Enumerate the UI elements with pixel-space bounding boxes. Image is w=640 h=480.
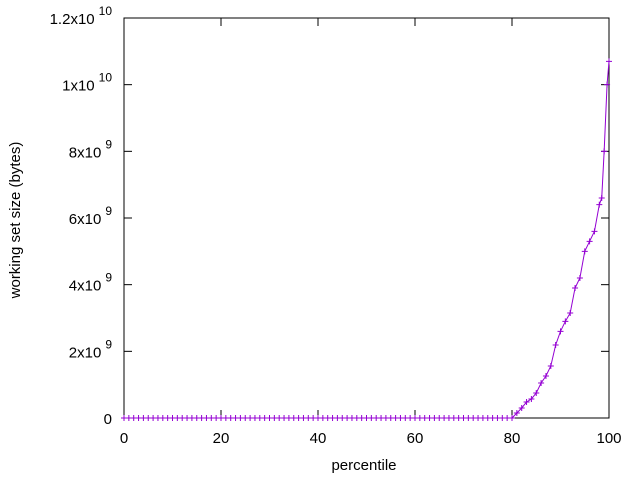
x-tick-label: 100	[596, 430, 621, 447]
point-marker	[542, 373, 549, 379]
point-marker	[562, 318, 569, 325]
point-marker	[581, 248, 588, 255]
x-tick-label: 20	[213, 430, 230, 447]
point-marker	[513, 410, 520, 416]
point-marker	[528, 396, 535, 402]
point-marker	[586, 238, 593, 245]
point-marker	[538, 380, 545, 386]
point-marker	[567, 310, 574, 316]
y-axis-label: working set size (bytes)	[7, 142, 24, 300]
y-tick-label: 0	[104, 411, 112, 428]
plot-border	[123, 17, 610, 419]
point-marker	[606, 58, 612, 65]
x-tick-label: 40	[310, 430, 327, 447]
y-tick-label: 6x10 9	[69, 204, 113, 228]
x-axis-label: percentile	[331, 457, 396, 474]
point-marker	[547, 363, 554, 369]
y-tick-label: 4x10 9	[69, 271, 113, 295]
y-tick-label: 1.2x10 10	[50, 4, 113, 28]
point-marker	[604, 81, 611, 88]
point-marker	[557, 328, 564, 335]
point-marker	[576, 275, 583, 281]
point-marker	[591, 228, 598, 235]
point-marker	[533, 390, 540, 396]
point-marker	[518, 405, 525, 411]
point-marker	[572, 285, 579, 291]
point-marker	[598, 195, 605, 201]
series-line	[124, 61, 610, 419]
x-tick-label: 80	[504, 430, 521, 447]
x-tick-label: 0	[120, 430, 128, 447]
x-tick-label: 60	[407, 430, 424, 447]
y-tick-label: 2x10 9	[69, 338, 113, 362]
point-marker	[523, 399, 530, 405]
point-marker	[509, 415, 515, 421]
y-tick-label: 1x10 10	[62, 71, 112, 95]
y-tick-label: 8x10 9	[69, 138, 113, 162]
point-marker	[552, 342, 559, 348]
point-marker	[601, 148, 608, 155]
point-marker	[596, 201, 603, 208]
